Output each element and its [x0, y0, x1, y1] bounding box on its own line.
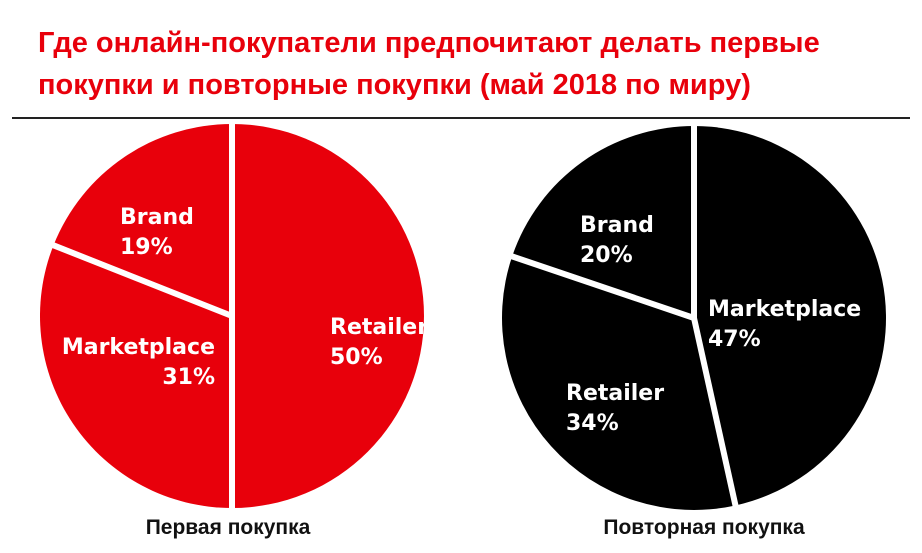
- slice-value-marketplace: 31%: [162, 365, 215, 390]
- slice-label-marketplace: Marketplace: [708, 297, 861, 322]
- caption-repeat-purchase: Повторная покупка: [603, 516, 805, 539]
- pie-slice-retailer: [502, 256, 736, 510]
- slice-value-brand: 20%: [580, 243, 633, 268]
- pie-slice-brand: [53, 124, 233, 316]
- slice-label-retailer: Retailer: [566, 381, 664, 406]
- slice-separator: [691, 317, 739, 509]
- pie-slice-retailer: [232, 124, 424, 508]
- caption-first-purchase: Первая покупка: [145, 516, 311, 539]
- pie-first-purchase: Retailer 50% Marketplace 31% Brand 19%: [39, 122, 428, 510]
- slice-separator: [50, 241, 234, 319]
- slice-value-retailer: 50%: [330, 345, 383, 370]
- slice-value-brand: 19%: [120, 235, 173, 260]
- pie-slice-marketplace: [694, 126, 887, 506]
- pie-repeat-purchase: Marketplace 47% Retailer 34% Brand 20%: [502, 124, 887, 510]
- slice-value-marketplace: 47%: [708, 327, 761, 352]
- slice-label-brand: Brand: [120, 205, 194, 230]
- slice-label-marketplace: Marketplace: [62, 335, 215, 360]
- slice-value-retailer: 34%: [566, 411, 619, 436]
- pie-slice-marketplace: [39, 245, 232, 509]
- slice-separator: [509, 252, 695, 321]
- slice-label-brand: Brand: [580, 213, 654, 238]
- chart-title-line-1: Где онлайн-покупатели предпочитают делат…: [38, 27, 820, 59]
- title-divider: [12, 117, 910, 119]
- chart-title: Где онлайн-покупатели предпочитают делат…: [38, 22, 898, 106]
- slice-label-retailer: Retailer: [330, 315, 428, 340]
- chart-title-line-2: покупки и повторные покупки (май 2018 по…: [38, 69, 751, 101]
